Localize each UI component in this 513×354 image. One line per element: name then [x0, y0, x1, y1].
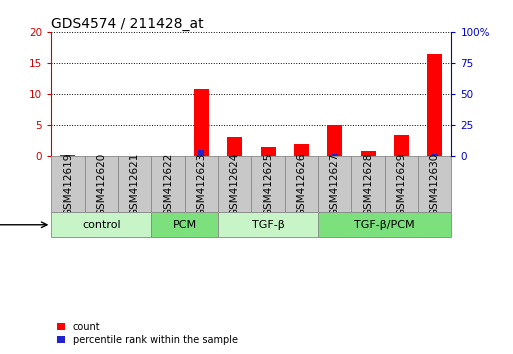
Bar [232, 155, 238, 156]
Bar [361, 151, 376, 156]
Text: GSM412624: GSM412624 [230, 153, 240, 216]
Bar [332, 154, 338, 156]
Bar [385, 156, 418, 212]
Bar [251, 156, 285, 212]
Bar [199, 150, 204, 156]
Bar [65, 155, 71, 156]
Bar [432, 154, 438, 156]
Text: GSM412620: GSM412620 [96, 153, 106, 216]
Bar [261, 147, 275, 156]
Text: GSM412623: GSM412623 [196, 153, 206, 216]
Text: GSM412625: GSM412625 [263, 153, 273, 216]
Bar [151, 156, 185, 212]
Bar [318, 212, 451, 237]
Text: GSM412627: GSM412627 [330, 153, 340, 216]
Text: GSM412630: GSM412630 [430, 153, 440, 216]
Bar [151, 212, 218, 237]
Bar [51, 212, 151, 237]
Bar [351, 156, 385, 212]
Bar [394, 136, 409, 156]
Bar [418, 156, 451, 212]
Bar [218, 212, 318, 237]
Text: GSM412622: GSM412622 [163, 153, 173, 216]
Text: control: control [82, 220, 121, 230]
Bar [265, 155, 271, 156]
Bar [285, 156, 318, 212]
Text: TGF-β/PCM: TGF-β/PCM [354, 220, 415, 230]
Text: GSM412626: GSM412626 [297, 153, 306, 216]
Bar [61, 155, 75, 156]
Bar [399, 155, 404, 156]
Bar [194, 89, 209, 156]
Text: GSM412619: GSM412619 [63, 153, 73, 216]
Text: GDS4574 / 211428_at: GDS4574 / 211428_at [51, 17, 204, 31]
Bar [185, 156, 218, 212]
Text: PCM: PCM [172, 220, 197, 230]
Bar [218, 156, 251, 212]
Text: GSM412621: GSM412621 [130, 153, 140, 216]
Bar [427, 53, 442, 156]
Text: GSM412629: GSM412629 [397, 153, 406, 216]
Bar [51, 156, 85, 212]
Text: GSM412628: GSM412628 [363, 153, 373, 216]
Bar [85, 156, 118, 212]
Bar [294, 143, 309, 156]
Bar [299, 155, 304, 156]
Bar [227, 137, 242, 156]
Bar [318, 156, 351, 212]
Legend: count, percentile rank within the sample: count, percentile rank within the sample [56, 321, 239, 346]
Bar [327, 125, 342, 156]
Text: TGF-β: TGF-β [252, 220, 284, 230]
Bar [118, 156, 151, 212]
